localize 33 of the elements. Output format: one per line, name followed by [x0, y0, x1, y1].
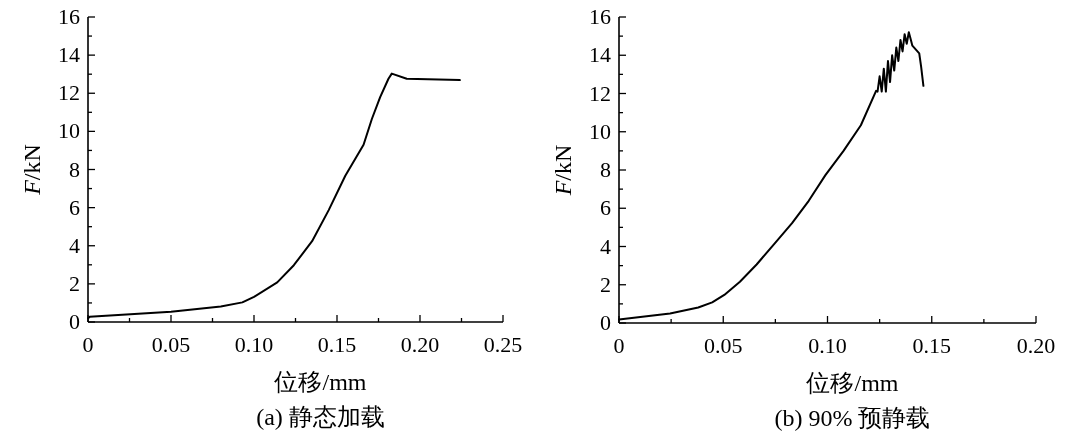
y-tick-label: 0: [69, 309, 80, 334]
y-tick-label: 0: [600, 310, 611, 335]
y-tick-label: 4: [69, 232, 80, 258]
y-tick-label: 12: [589, 80, 611, 106]
y-tick-label: 16: [58, 4, 80, 29]
y-tick-label: 6: [600, 195, 611, 221]
x-tick-label: 0.05: [704, 333, 743, 358]
x-tick-label: 0.20: [1016, 333, 1056, 358]
y-tick-label: 16: [589, 4, 611, 29]
x-tick-label: 0.25: [483, 332, 523, 357]
y-tick-label: 6: [69, 194, 80, 220]
y-tick-label: 2: [69, 270, 80, 296]
y-tick-label: 8: [600, 157, 611, 182]
x-tick-label: 0.15: [912, 333, 951, 358]
x-tick-label: 0.10: [234, 332, 274, 357]
y-tick-label: 8: [69, 156, 80, 182]
y-tick-label: 10: [58, 118, 80, 144]
x-tick-label: 0.15: [317, 332, 357, 357]
x-tick-label: 0.20: [400, 332, 440, 357]
y-axis-title: F/kN: [19, 144, 45, 196]
y-tick-label: 4: [600, 233, 611, 259]
y-tick-label: 2: [600, 271, 611, 297]
y-tick-label: 14: [58, 42, 80, 68]
x-axis-title: 位移/mm: [806, 370, 899, 396]
y-tick-label: 10: [589, 118, 611, 144]
x-tick-label: 0.05: [151, 332, 191, 357]
text: (a) 静态加载: [256, 404, 385, 430]
y-tick-label: 14: [589, 42, 611, 68]
y-axis-title: F/kN: [550, 144, 576, 197]
x-tick-label: 0.10: [808, 333, 847, 358]
text: (b) 90% 预静载: [774, 405, 931, 431]
y-tick-label: 12: [58, 80, 80, 106]
x-axis-title: 位移/mm: [274, 369, 367, 395]
